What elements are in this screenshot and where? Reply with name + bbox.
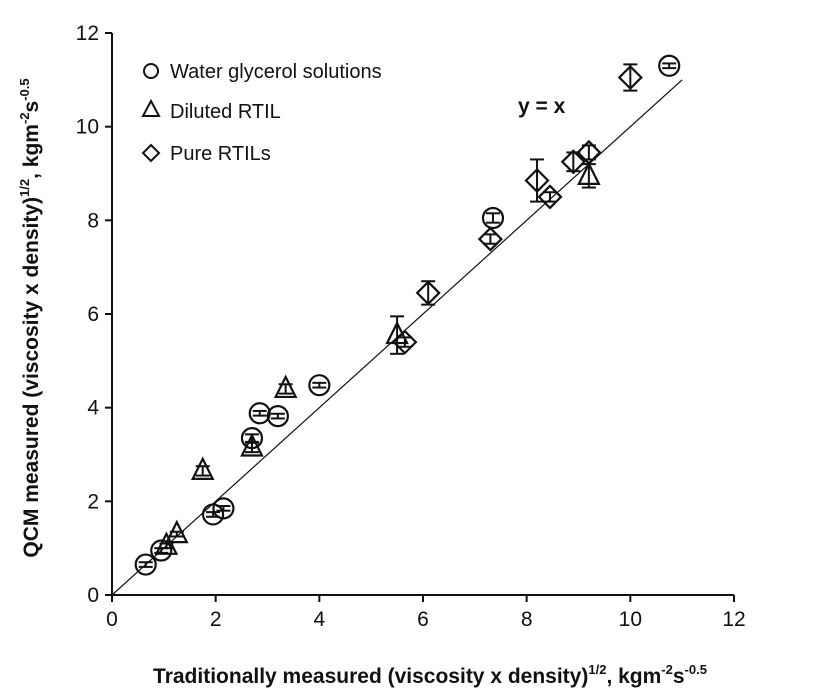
data-point-circle	[308, 374, 331, 397]
x-tick-label: 0	[106, 608, 118, 631]
triangle-marker	[240, 433, 264, 457]
axes: 0 2 4 6 8 10 12 0 2 4 6 8 10 12	[76, 22, 746, 631]
legend: Water glycerol solutions Diluted RTIL Pu…	[141, 61, 382, 165]
data-point-diamond	[392, 329, 418, 355]
triangle-marker	[577, 161, 601, 185]
data-point-triangle	[165, 519, 189, 544]
diamond-marker	[524, 167, 550, 194]
triangle-marker	[190, 456, 215, 480]
data-point-diamond	[576, 139, 602, 165]
data-point-diamond	[537, 184, 563, 210]
data-point-triangle	[240, 433, 264, 457]
circle-marker	[134, 553, 157, 576]
x-tick-label: 2	[210, 608, 222, 631]
circle-marker	[658, 54, 681, 77]
data-point-diamond	[617, 63, 643, 92]
y-tick-label: 2	[87, 490, 99, 513]
legend-marker-diamond	[141, 143, 161, 163]
circle-marker	[308, 374, 331, 397]
x-axis-title: Traditionally measured (viscosity x dens…	[153, 662, 707, 688]
equation-annotation: y = x	[518, 95, 566, 118]
data-point-circle	[248, 402, 271, 425]
y-tick-label: 10	[76, 116, 99, 139]
y-tick-label: 12	[76, 22, 99, 45]
data-point-diamond	[477, 226, 503, 252]
triangle-marker	[154, 531, 179, 555]
data-point-triangle	[190, 456, 215, 480]
diamond-marker	[560, 149, 586, 175]
data-point-diamond	[524, 158, 550, 203]
diamond-marker	[537, 184, 563, 210]
diamond-marker	[477, 226, 503, 252]
data-point-circle	[266, 404, 289, 428]
x-tick-label: 4	[313, 608, 325, 631]
data-point-circle	[134, 553, 157, 576]
y-tick-label: 8	[87, 209, 99, 232]
diamond-marker	[392, 329, 418, 355]
circle-marker	[248, 402, 271, 425]
data-point-triangle	[385, 315, 409, 355]
y-tick-label: 4	[87, 397, 99, 420]
circle-marker	[266, 404, 289, 428]
data-point-circle	[658, 54, 681, 77]
y-tick-label: 6	[87, 303, 99, 326]
data-point-triangle	[154, 531, 179, 555]
data-point-triangle	[577, 161, 601, 189]
y-axis-title: QCM measured (viscosity x density)1/2, k…	[17, 78, 43, 557]
data-points	[134, 54, 681, 576]
triangle-marker	[165, 519, 189, 544]
data-point-circle	[212, 497, 235, 520]
legend-label-diluted-rtil: Diluted RTIL	[170, 101, 281, 123]
circle-marker	[212, 497, 235, 520]
circle-marker	[150, 539, 173, 562]
data-point-triangle	[273, 374, 298, 399]
legend-marker-triangle	[141, 98, 161, 117]
x-tick-label: 12	[722, 608, 745, 631]
x-tick-label: 8	[521, 608, 533, 631]
data-point-diamond	[415, 280, 441, 306]
diamond-marker	[415, 280, 441, 306]
data-point-circle	[481, 206, 505, 230]
x-tick-label: 10	[619, 608, 642, 631]
diamond-marker	[617, 64, 643, 91]
legend-label-water-glycerol: Water glycerol solutions	[170, 61, 382, 83]
data-point-diamond	[560, 149, 586, 175]
diamond-marker	[576, 139, 602, 165]
y-tick-label: 0	[87, 584, 99, 607]
circle-marker	[481, 206, 505, 230]
triangle-marker	[273, 374, 298, 399]
legend-label-pure-rtils: Pure RTILs	[170, 143, 271, 165]
legend-marker-circle	[143, 63, 159, 79]
x-tick-label: 6	[417, 608, 429, 631]
